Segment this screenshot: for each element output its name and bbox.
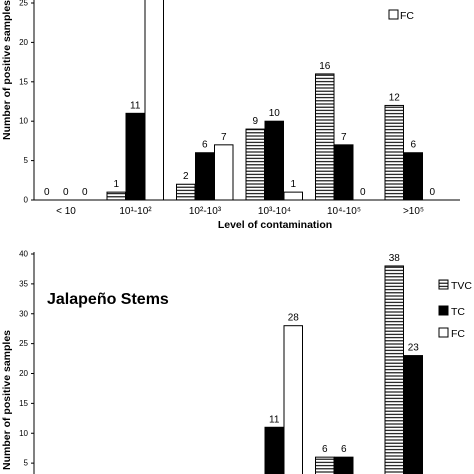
bot-value-label: 23 xyxy=(408,343,420,354)
top-value-label: 16 xyxy=(319,61,331,72)
top-bar-fc xyxy=(214,144,234,201)
top-x-axis-title: Level of contamination xyxy=(218,219,332,231)
bot-bar-tc xyxy=(334,456,354,474)
bot-y-tick-label: 30 xyxy=(19,309,28,318)
top-value-label: 1 xyxy=(290,179,296,190)
bottom-chart-title: Jalapeño Stems xyxy=(47,291,169,308)
top-bar-tvc xyxy=(384,104,404,201)
top-y-ticks: 0 5 10 15 20 25 xyxy=(19,0,34,205)
bot-value-label: 6 xyxy=(341,444,347,455)
top-value-label: 0 xyxy=(360,187,366,198)
top-value-label: 0 xyxy=(63,187,69,198)
bottom-legend-fc-label: FC xyxy=(451,328,465,340)
top-y-tick-label: 10 xyxy=(19,117,28,126)
top-value-label: 6 xyxy=(410,140,416,151)
top-value-label: 9 xyxy=(252,116,258,127)
top-value-label: 7 xyxy=(221,132,227,143)
bot-bar-tc xyxy=(403,355,423,474)
bot-y-tick-label: 35 xyxy=(19,279,28,288)
top-category-label: < 10 xyxy=(56,206,76,217)
bottom-legend: TVC TC FC xyxy=(438,279,472,340)
bot-bar-tvc xyxy=(384,265,404,474)
top-bar-tc xyxy=(334,144,354,201)
top-value-label: 7 xyxy=(341,132,347,143)
top-bar-tvc xyxy=(176,183,196,201)
top-value-label: 12 xyxy=(389,92,401,103)
top-y-tick-label: 15 xyxy=(19,77,28,86)
bottom-legend-tc-label: TC xyxy=(451,306,465,318)
top-bar-tc xyxy=(403,152,423,201)
top-value-label: 6 xyxy=(202,140,208,151)
bot-y-tick-label: 15 xyxy=(19,399,28,408)
top-value-label: 2 xyxy=(183,171,189,182)
top-category-label: >10⁵ xyxy=(403,206,424,217)
top-bar-tc xyxy=(195,152,215,201)
top-bar-tvc xyxy=(106,191,126,201)
bot-bar-tvc xyxy=(315,456,335,474)
bottom-legend-fc-swatch xyxy=(438,327,449,338)
top-legend-fc-swatch xyxy=(388,9,399,20)
top-category-label: 10⁴-10⁵ xyxy=(327,206,361,217)
top-category-labels: < 10 10¹-10² 10²-10³ 10³-10⁴ 10⁴-10⁵ >10⁵ xyxy=(56,206,424,217)
top-y-tick-label: 5 xyxy=(24,156,29,165)
bottom-y-ticks: 5 10 15 20 25 30 35 40 xyxy=(19,250,34,468)
bottom-bars xyxy=(264,265,423,474)
top-value-label: 0 xyxy=(429,187,435,198)
top-value-label: 11 xyxy=(130,100,141,111)
top-value-label: 0 xyxy=(44,187,50,198)
top-bar-fc xyxy=(283,191,303,201)
top-y-tick-label: 0 xyxy=(24,196,29,205)
top-y-tick-label: 25 xyxy=(19,0,28,8)
top-bar-tc xyxy=(264,120,284,201)
bot-y-tick-label: 40 xyxy=(19,250,28,259)
top-bars xyxy=(106,0,423,201)
bot-value-label: 11 xyxy=(269,414,280,425)
bottom-value-labels: 6 38 11 6 23 28 xyxy=(269,253,419,455)
top-y-axis-title: Number of positive samples xyxy=(1,0,13,140)
bot-bar-tc xyxy=(264,426,284,474)
bottom-y-axis-title: Number of positive samples xyxy=(1,330,13,470)
top-bar-tvc xyxy=(315,73,335,201)
top-legend: FC xyxy=(388,9,414,22)
bot-y-tick-label: 10 xyxy=(19,429,28,438)
bot-value-label: 28 xyxy=(288,313,300,324)
top-bar-tvc xyxy=(245,128,265,201)
bottom-legend-tvc-label: TVC xyxy=(451,280,472,292)
bot-value-label: 38 xyxy=(389,253,401,264)
bot-y-tick-label: 25 xyxy=(19,339,28,348)
bot-y-tick-label: 20 xyxy=(19,369,28,378)
top-bar-fc xyxy=(144,0,164,201)
top-value-label: 10 xyxy=(269,108,281,119)
bot-y-tick-label: 5 xyxy=(24,459,29,468)
bot-bar-fc xyxy=(283,325,303,474)
top-y-tick-label: 20 xyxy=(19,38,28,47)
bottom-legend-tc-swatch xyxy=(438,305,449,316)
bot-value-label: 6 xyxy=(322,444,328,455)
top-legend-fc-label: FC xyxy=(400,10,414,22)
bottom-legend-tvc-swatch xyxy=(438,279,449,290)
bottom-chart: 5 10 15 20 25 30 35 40 6 38 11 6 23 28 Jalapeño Stem… xyxy=(1,250,472,474)
top-category-label: 10¹-10² xyxy=(119,206,152,217)
top-category-label: 10²-10³ xyxy=(189,206,222,217)
top-category-label: 10³-10⁴ xyxy=(258,206,291,217)
top-value-label: 0 xyxy=(82,187,88,198)
top-value-label: 1 xyxy=(113,179,119,190)
top-bar-tc xyxy=(125,112,145,201)
